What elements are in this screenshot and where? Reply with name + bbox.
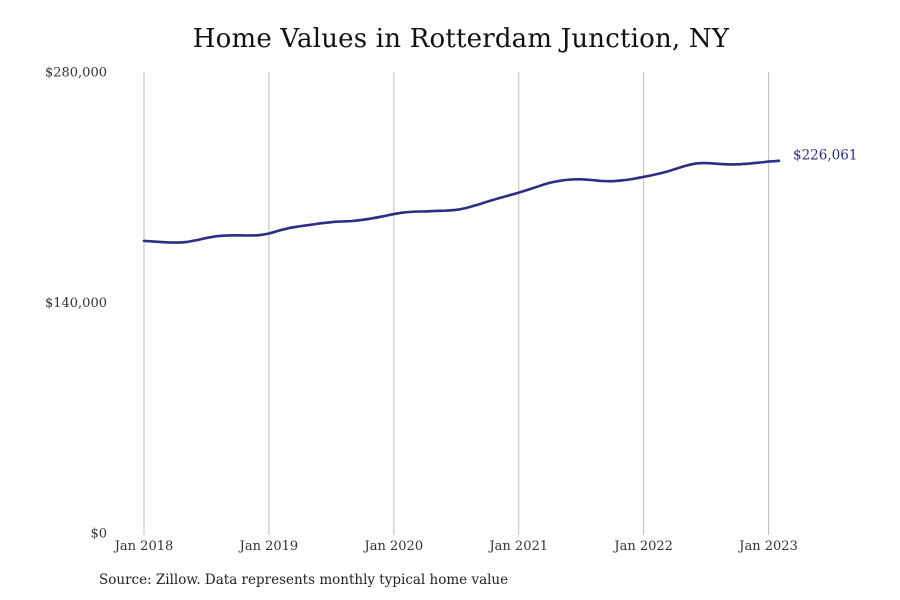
y-tick-label-2: $280,000 [45,66,107,81]
y-axis-ticks: $0 $140,000 $280,000 [45,66,107,542]
x-tick-label-5: Jan 2023 [737,539,798,554]
x-tick-label-4: Jan 2022 [612,539,673,554]
x-axis-ticks: Jan 2018 Jan 2019 Jan 2020 Jan 2021 Jan 2022… [113,539,798,554]
x-gridlines [143,72,770,535]
x-tick-label-2: Jan 2020 [363,539,424,554]
y-tick-label-1: $140,000 [45,296,107,311]
x-tick-label-1: Jan 2019 [238,539,299,554]
x-tick-label-0: Jan 2018 [113,539,174,554]
chart-title: Home Values in Rotterdam Junction, NY [192,24,730,54]
series-layer [142,159,781,244]
source-note: Source: Zillow. Data represents monthly … [99,572,509,588]
x-tick-label-3: Jan 2021 [487,539,548,554]
end-label-layer: $226,061 [793,147,857,163]
series-line-0 [142,159,781,244]
end-value-label: $226,061 [793,147,857,163]
y-tick-label-0: $0 [90,527,107,542]
